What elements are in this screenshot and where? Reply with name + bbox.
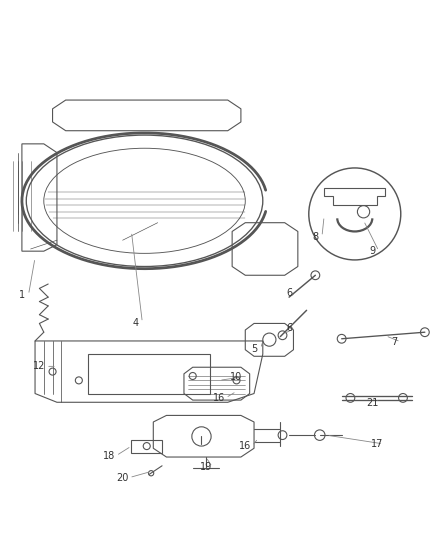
Circle shape [309,168,401,260]
Circle shape [399,393,407,402]
Text: 20: 20 [117,473,129,482]
Text: 5: 5 [251,344,257,354]
Text: 4: 4 [133,318,139,328]
Text: 7: 7 [391,337,397,347]
Text: 16: 16 [213,393,225,403]
Text: 12: 12 [33,361,46,372]
Text: 18: 18 [103,451,116,461]
Text: 8: 8 [312,232,318,242]
Text: 16: 16 [239,441,251,451]
Circle shape [420,328,429,336]
Text: 6: 6 [286,288,292,298]
Text: 6: 6 [286,323,292,333]
Text: 19: 19 [200,462,212,472]
Text: 21: 21 [366,398,378,408]
Text: 1: 1 [19,290,25,300]
Text: 17: 17 [371,439,383,449]
Text: 10: 10 [230,372,243,382]
Text: 9: 9 [369,246,375,256]
Circle shape [346,393,355,402]
Circle shape [337,334,346,343]
